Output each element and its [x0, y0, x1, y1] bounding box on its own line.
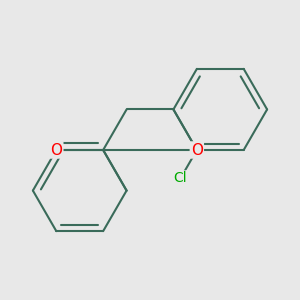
Text: O: O — [191, 142, 203, 158]
Text: O: O — [50, 142, 62, 158]
Text: Cl: Cl — [174, 171, 187, 185]
